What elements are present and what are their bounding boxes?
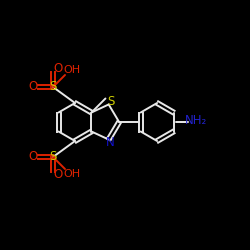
Text: NH₂: NH₂	[185, 114, 207, 128]
Text: S: S	[49, 80, 57, 94]
Text: O: O	[54, 62, 62, 76]
Text: O: O	[28, 150, 38, 164]
Text: O: O	[28, 80, 38, 94]
Text: S: S	[107, 95, 114, 108]
Text: S: S	[49, 150, 57, 164]
Text: O: O	[54, 168, 62, 181]
Text: N: N	[106, 136, 115, 149]
Text: OH: OH	[64, 65, 80, 75]
Text: OH: OH	[64, 169, 80, 179]
